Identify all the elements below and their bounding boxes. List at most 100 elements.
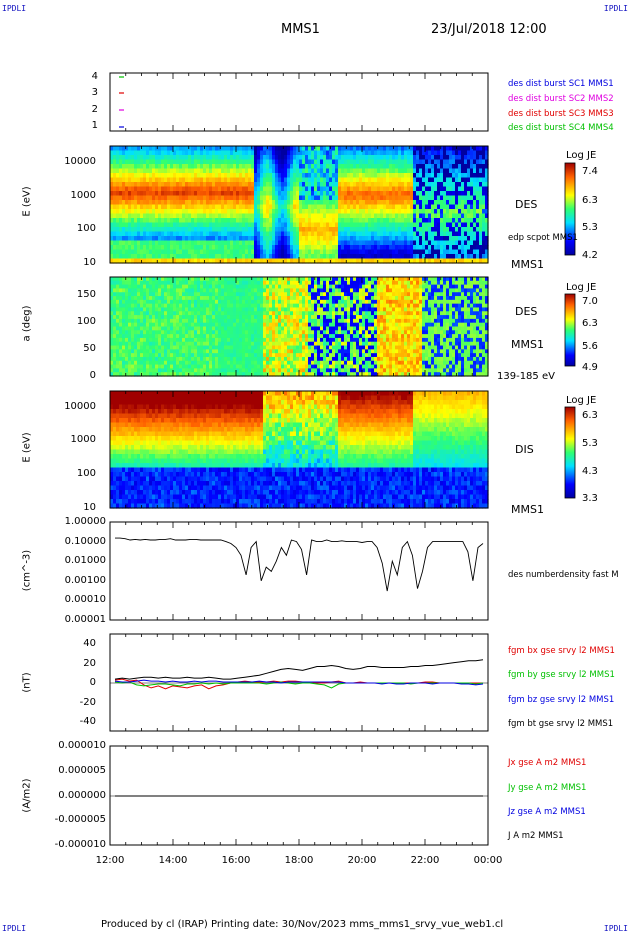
- des-energy-cell: [212, 200, 216, 206]
- des-energy-cell: [200, 164, 204, 170]
- des-energy-cell: [401, 200, 405, 206]
- des-energy-cell: [347, 204, 351, 210]
- des-pitch-cell: [137, 299, 141, 305]
- des-energy-cell: [479, 191, 483, 197]
- des-energy-cell: [176, 182, 180, 188]
- des-pitch-cell: [302, 292, 306, 297]
- des-pitch-cell: [305, 280, 309, 286]
- des-energy-cell: [170, 204, 174, 210]
- des-energy-cell: [302, 159, 306, 165]
- des-energy-cell: [479, 159, 483, 165]
- des-energy-cell: [152, 245, 156, 251]
- des-pitch-cell: [305, 345, 309, 350]
- des-energy-cell: [263, 240, 267, 246]
- des-energy-cell: [251, 204, 255, 210]
- des-pitch-cell: [230, 364, 234, 369]
- des-pitch-cell: [209, 318, 213, 324]
- des-energy-cell: [260, 182, 264, 188]
- des-pitch-cell: [245, 330, 249, 335]
- des-energy-cell: [482, 204, 486, 210]
- des-energy-cell: [305, 150, 309, 156]
- des-pitch-cell: [296, 372, 300, 377]
- des-energy-cell: [269, 155, 273, 161]
- des-energy-cell: [401, 231, 405, 237]
- des-energy-cell: [350, 191, 354, 197]
- des-pitch-cell: [161, 311, 165, 316]
- des-pitch-cell: [203, 296, 207, 301]
- des-energy-cell: [308, 186, 312, 192]
- des-energy-cell: [440, 204, 444, 210]
- des-energy-cell: [233, 191, 237, 197]
- des-energy-cell: [146, 186, 150, 192]
- des-energy-cell: [446, 186, 450, 192]
- des-pitch-cell: [272, 311, 276, 316]
- des-energy-cell: [464, 177, 468, 183]
- des-pitch-cell: [233, 353, 237, 358]
- des-energy-cell: [299, 236, 303, 242]
- des-pitch-cell: [176, 299, 180, 305]
- des-energy-cell: [200, 150, 204, 156]
- des-energy-cell: [395, 240, 399, 246]
- des-pitch-cell: [275, 341, 279, 347]
- des-energy-cell: [368, 258, 372, 264]
- des-energy-cell: [110, 200, 114, 206]
- des-energy-cell: [344, 177, 348, 183]
- des-pitch-cell: [137, 315, 141, 320]
- des-pitch-cell: [158, 292, 162, 297]
- des-pitch-cell: [158, 368, 162, 373]
- des-pitch-cell: [284, 280, 288, 286]
- des-energy-cell: [218, 209, 222, 215]
- des-pitch-cell: [161, 292, 165, 297]
- des-pitch-cell: [128, 288, 132, 293]
- des-energy-cell: [110, 258, 114, 264]
- des-pitch-cell: [269, 337, 273, 343]
- des-pitch-cell: [263, 356, 267, 362]
- des-pitch-cell: [287, 334, 291, 339]
- des-pitch-cell: [128, 299, 132, 305]
- des-energy-cell: [419, 249, 423, 255]
- des-energy-cell: [341, 200, 345, 206]
- des-energy-cell: [128, 159, 132, 165]
- des-energy-cell: [311, 236, 315, 242]
- des-energy-cell: [197, 164, 201, 170]
- des-pitch-cell: [281, 326, 285, 331]
- des-energy-cell: [458, 204, 462, 210]
- des-pitch-cell: [236, 364, 240, 369]
- des-energy-cell: [284, 173, 288, 179]
- des-energy-cell: [200, 200, 204, 206]
- des-pitch-cell: [158, 349, 162, 354]
- des-energy-cell: [233, 150, 237, 156]
- des-energy-cell: [251, 231, 255, 237]
- des-energy-cell: [383, 186, 387, 192]
- des-energy-cell: [140, 182, 144, 188]
- des-pitch-cell: [164, 360, 168, 366]
- des-pitch-cell: [284, 318, 288, 324]
- des-energy-cell: [119, 159, 123, 165]
- des-energy-cell: [329, 200, 333, 206]
- des-energy-cell: [380, 209, 384, 215]
- des-energy-cell: [398, 195, 402, 201]
- des-energy-cell: [113, 150, 117, 156]
- des-energy-cell: [299, 227, 303, 233]
- des-pitch-cell: [116, 356, 120, 362]
- des-energy-cell: [401, 258, 405, 264]
- des-energy-cell: [449, 159, 453, 165]
- des-energy-cell: [167, 155, 171, 161]
- des-pitch-cell: [122, 372, 126, 377]
- des-energy-cell: [119, 236, 123, 242]
- des-energy-cell: [356, 186, 360, 192]
- des-pitch-cell: [296, 330, 300, 335]
- des-energy-cell: [329, 245, 333, 251]
- des-energy-cell: [140, 213, 144, 219]
- des-energy-cell: [143, 168, 147, 174]
- des-energy-cell: [455, 195, 459, 201]
- des-pitch-cell: [197, 341, 201, 347]
- des-energy-cell: [473, 168, 477, 174]
- des-energy-cell: [146, 218, 150, 224]
- des-energy-cell: [347, 218, 351, 224]
- des-energy-cell: [191, 240, 195, 246]
- des-pitch-cell: [191, 322, 195, 328]
- des-energy-cell: [230, 164, 234, 170]
- des-pitch-cell: [119, 303, 123, 309]
- des-energy-cell: [125, 146, 129, 152]
